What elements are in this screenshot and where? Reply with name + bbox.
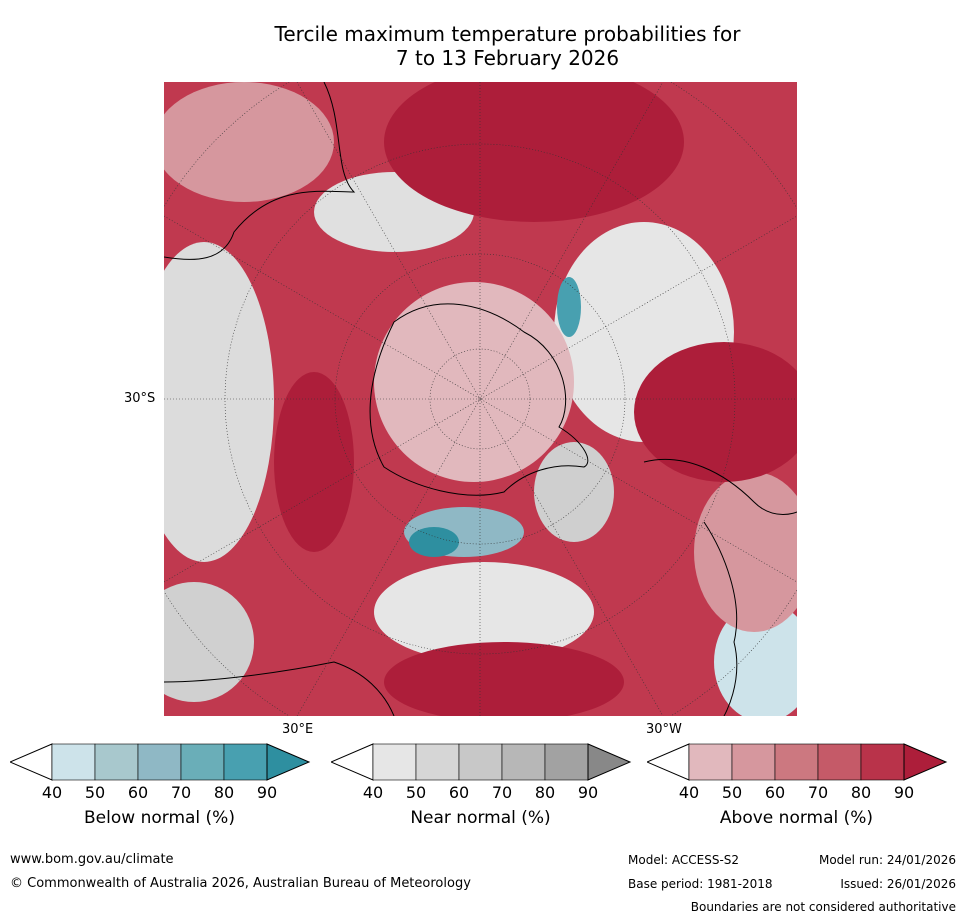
colorbar-tick-label: 40	[41, 783, 63, 802]
issued-text: Issued: 26/01/2026	[840, 877, 956, 891]
latitude-label: 30°S	[124, 391, 156, 406]
colorbar-tick-label: 50	[84, 783, 106, 802]
antarctica-outline	[369, 303, 589, 496]
near-normal-colorbar	[331, 743, 632, 781]
longitude-label-east: 30°E	[282, 722, 314, 737]
colorbar-segment	[544, 743, 589, 781]
colorbar-segment	[223, 743, 268, 781]
colorbar-high-arrow	[903, 743, 948, 781]
colorbar-segment	[458, 743, 503, 781]
colorbar-segment	[731, 743, 776, 781]
colorbar-segment	[94, 743, 139, 781]
colorbar-tick-label: 60	[448, 783, 470, 802]
above-normal-legend-title: Above normal (%)	[719, 808, 874, 828]
colorbar-high-arrow	[587, 743, 632, 781]
graticule	[164, 82, 797, 716]
coastlines	[164, 82, 797, 716]
below-normal-regions	[404, 277, 581, 557]
colorbar-tick-label: 50	[405, 783, 427, 802]
title-line-1: Tercile maximum temperature probabilitie…	[274, 22, 741, 46]
colorbar-tick-label: 50	[721, 783, 743, 802]
website-text: www.bom.gov.au/climate	[10, 852, 174, 867]
colorbar-tick-label: 80	[850, 783, 872, 802]
colorbar-high-arrow	[266, 743, 311, 781]
colorbar-tick-label: 70	[170, 783, 192, 802]
colorbar-tick-label: 70	[807, 783, 829, 802]
colorbar-tick-label: 80	[534, 783, 556, 802]
colorbar-tick-label: 40	[362, 783, 384, 802]
below-normal-colorbar	[10, 743, 311, 781]
model-run-text: Model run: 24/01/2026	[818, 853, 956, 867]
probability-map	[164, 82, 797, 716]
colorbar-segment	[817, 743, 862, 781]
above-normal-strong-regions	[274, 82, 797, 716]
colorbar-segment	[137, 743, 182, 781]
colorbar-tick-label: 90	[256, 783, 278, 802]
colorbar-low-arrow	[331, 743, 374, 781]
colorbar-low-arrow	[647, 743, 690, 781]
base-period-text: Base period: 1981-2018	[628, 877, 773, 891]
colorbar-tick-label: 90	[577, 783, 599, 802]
copyright-text: © Commonwealth of Australia 2026, Austra…	[10, 876, 471, 891]
near-normal-legend-title: Near normal (%)	[410, 808, 551, 828]
colorbar-low-arrow	[10, 743, 53, 781]
colorbar-segment	[180, 743, 225, 781]
colorbar-tick-label: 40	[678, 783, 700, 802]
colorbar-tick-label: 60	[764, 783, 786, 802]
below-normal-legend-title: Below normal (%)	[84, 808, 235, 828]
colorbar-segment	[860, 743, 905, 781]
colorbar-segment	[415, 743, 460, 781]
colorbar-segment	[372, 743, 417, 781]
disclaimer-text: Boundaries are not considered authoritat…	[690, 900, 956, 914]
colorbar-segment	[688, 743, 733, 781]
title-line-2: 7 to 13 February 2026	[395, 46, 620, 70]
near-normal-regions	[164, 172, 797, 716]
colorbar-segment	[774, 743, 819, 781]
colorbar-segment	[501, 743, 546, 781]
above-normal-colorbar	[647, 743, 948, 781]
colorbar-segment	[51, 743, 96, 781]
model-text: Model: ACCESS-S2	[628, 853, 740, 867]
colorbar-tick-label: 90	[893, 783, 915, 802]
longitude-label-west: 30°W	[646, 722, 682, 737]
colorbar-tick-label: 80	[213, 783, 235, 802]
colorbar-tick-label: 70	[491, 783, 513, 802]
colorbar-tick-label: 60	[127, 783, 149, 802]
